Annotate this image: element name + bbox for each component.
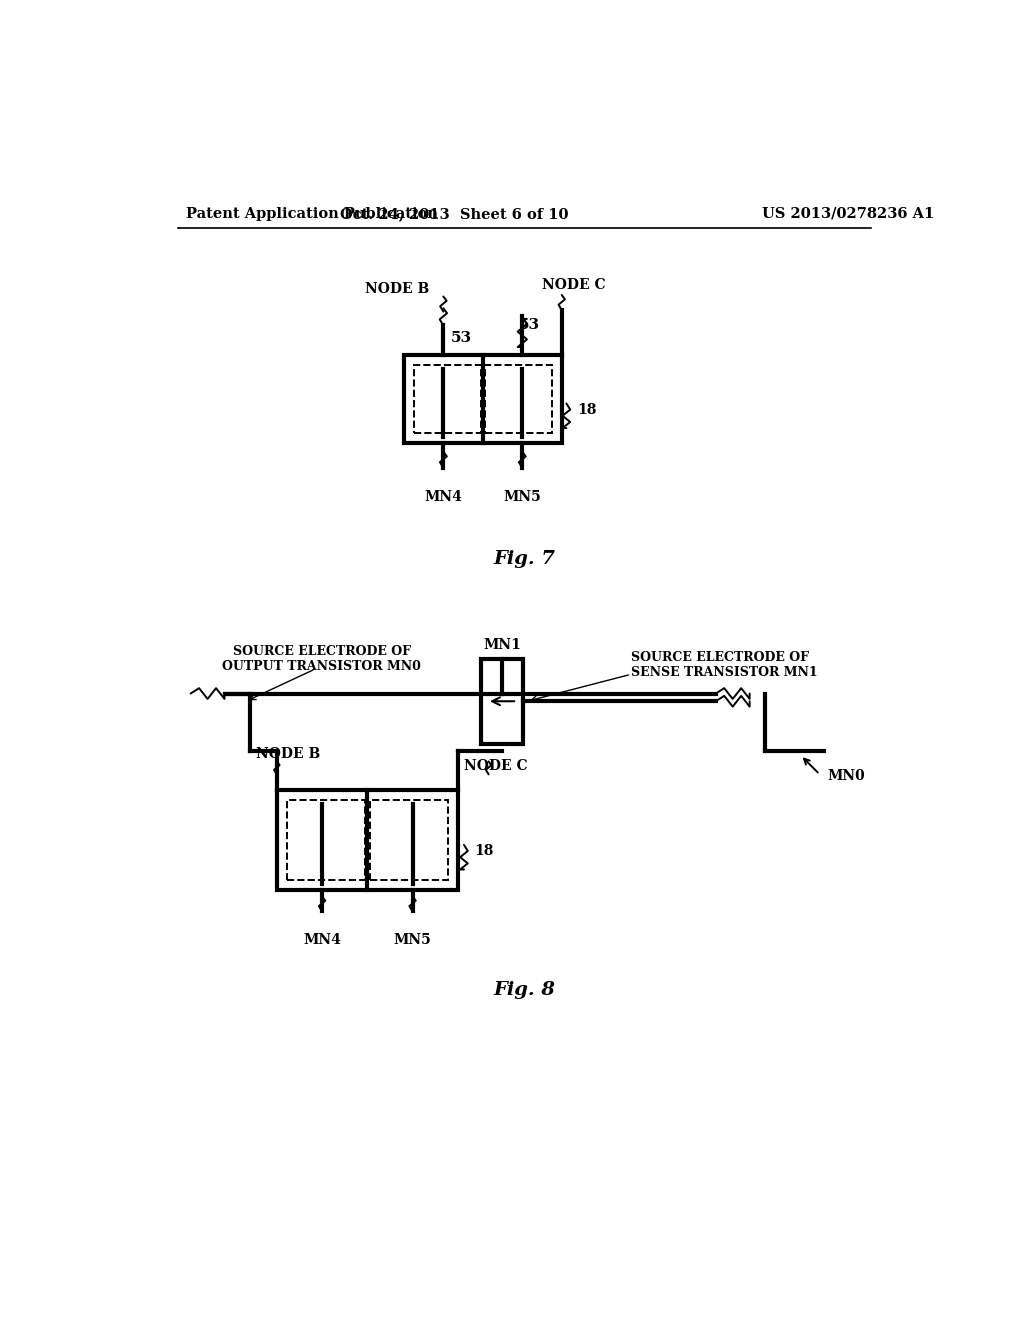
Text: NODE C: NODE C: [542, 279, 605, 293]
Text: MN5: MN5: [504, 490, 541, 504]
Bar: [485, 364, 552, 433]
Text: US 2013/0278236 A1: US 2013/0278236 A1: [762, 207, 934, 220]
Bar: [287, 800, 365, 880]
Text: NODE B: NODE B: [366, 282, 429, 296]
Text: 18: 18: [475, 843, 495, 858]
Text: MN4: MN4: [424, 490, 462, 504]
Text: 53: 53: [518, 318, 540, 333]
Bar: [370, 800, 447, 880]
Bar: [403, 355, 562, 444]
Text: SOURCE ELECTRODE OF
OUTPUT TRANSISTOR MN0: SOURCE ELECTRODE OF OUTPUT TRANSISTOR MN…: [222, 645, 421, 673]
Bar: [276, 789, 458, 890]
Text: MN5: MN5: [393, 933, 431, 946]
Text: SOURCE ELECTRODE OF
SENSE TRANSISTOR MN1: SOURCE ELECTRODE OF SENSE TRANSISTOR MN1: [631, 651, 818, 678]
Text: Oct. 24, 2013  Sheet 6 of 10: Oct. 24, 2013 Sheet 6 of 10: [340, 207, 568, 220]
Bar: [481, 659, 523, 743]
Text: NODE C: NODE C: [464, 759, 527, 774]
Text: MN0: MN0: [827, 770, 865, 783]
Text: Fig. 8: Fig. 8: [494, 981, 556, 999]
Text: Fig. 7: Fig. 7: [494, 550, 556, 568]
Text: MN4: MN4: [303, 933, 341, 946]
Text: MN1: MN1: [483, 638, 521, 652]
Text: NODE B: NODE B: [256, 747, 321, 762]
Text: Patent Application Publication: Patent Application Publication: [186, 207, 438, 220]
Text: 18: 18: [578, 403, 597, 417]
Text: 53: 53: [452, 331, 472, 345]
Bar: [414, 364, 480, 433]
